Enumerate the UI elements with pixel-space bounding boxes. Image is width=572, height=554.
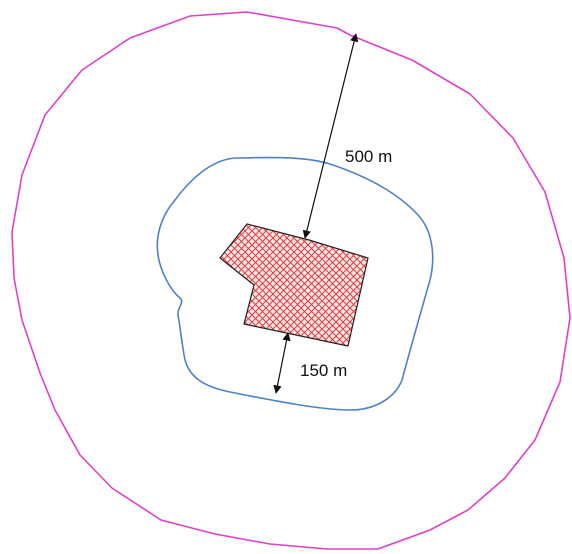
site-polygon bbox=[219, 223, 369, 347]
inner-distance-label: 150 m bbox=[300, 361, 347, 380]
outer-distance-label: 500 m bbox=[345, 147, 392, 166]
outer-buffer-500m bbox=[11, 11, 571, 550]
inner-buffer-150m bbox=[156, 156, 434, 411]
outer-distance-arrow bbox=[302, 33, 359, 239]
inner-distance-arrow bbox=[273, 332, 291, 394]
